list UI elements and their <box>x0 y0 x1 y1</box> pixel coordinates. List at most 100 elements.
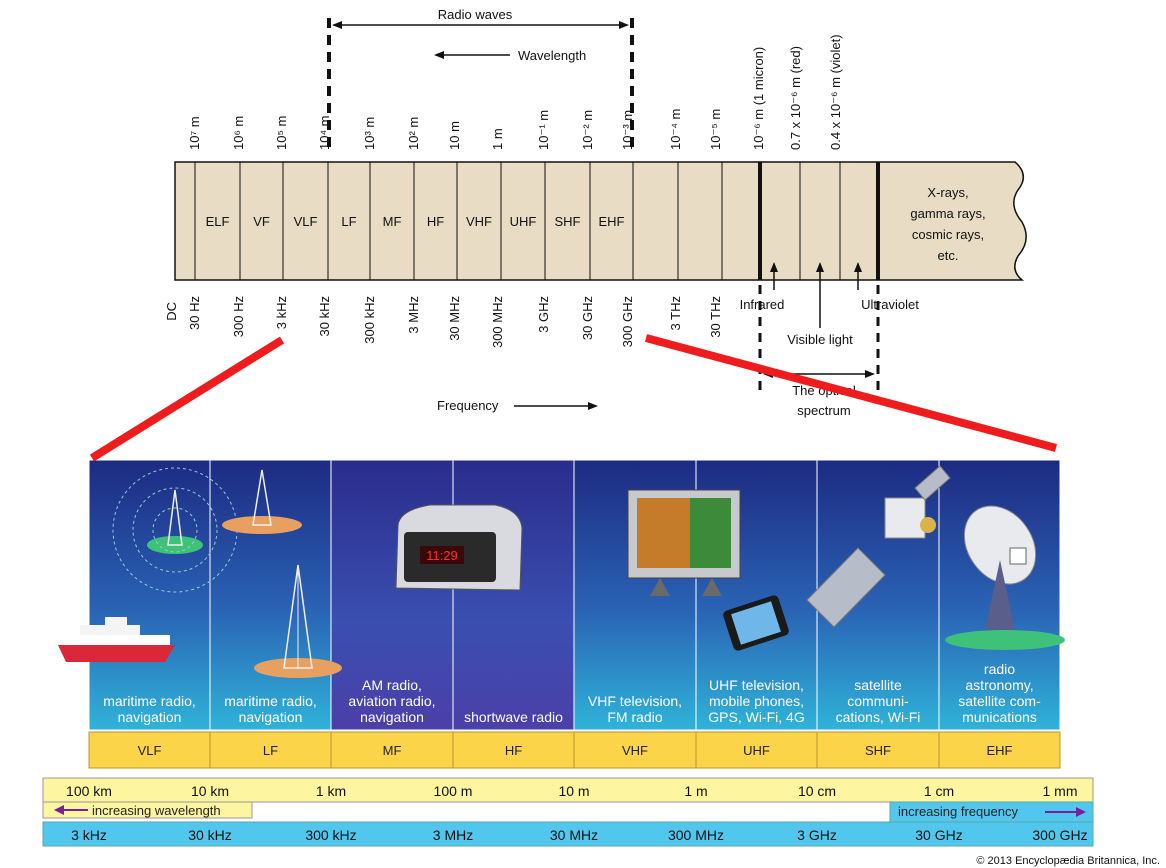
frequency-scale-label: 300 kHz <box>305 827 356 843</box>
optical-spectrum-line-2: spectrum <box>797 403 850 418</box>
band-label-hf: HF <box>427 214 444 229</box>
frequency-tick: 3 MHz <box>406 296 421 334</box>
wavelength-tick: 10⁷ m <box>187 116 202 150</box>
increasing-frequency-label: increasing frequency <box>898 804 1018 819</box>
connector-line-left <box>89 336 285 462</box>
radio-arrow-left-head <box>332 21 342 29</box>
wavelength-tick: 10⁻⁵ m <box>708 109 723 150</box>
wavelength-tick: 10⁻¹ m <box>536 110 551 150</box>
panel-caption: munications <box>962 709 1037 725</box>
panel-vlf <box>88 459 211 731</box>
xrays-line-3: cosmic rays, <box>912 227 984 242</box>
frequency-tick: 300 kHz <box>362 296 377 344</box>
wavelength-tick: 10⁻² m <box>580 110 595 150</box>
wavelength-scale-label: 1 mm <box>1043 783 1078 799</box>
radio-waves-label: Radio waves <box>438 7 513 22</box>
lf-tower-icon <box>222 469 342 678</box>
frequency-scale-label: 30 MHz <box>550 827 598 843</box>
wavelength-scale-label: 10 cm <box>798 783 836 799</box>
band-label-ehf: EHF <box>599 214 625 229</box>
xrays-line-1: X-rays, <box>927 185 968 200</box>
frequency-tick: 300 Hz <box>231 296 246 337</box>
wavelength-scale-label: 100 km <box>66 783 112 799</box>
frequency-tick: 30 MHz <box>447 296 462 341</box>
increasing-wavelength-label: increasing wavelength <box>92 803 221 818</box>
visible-pointer-head <box>816 262 824 272</box>
ship-icon <box>58 617 175 662</box>
band-label-uhf: UHF <box>510 214 537 229</box>
optical-arrow-right-head <box>865 370 875 378</box>
frequency-tick-labels: 30 Hz 300 Hz 3 kHz 30 kHz 300 kHz 3 MHz 30 MHz… <box>187 296 723 348</box>
wavelength-label: Wavelength <box>518 48 586 63</box>
wavelength-tick: 10² m <box>406 117 421 150</box>
connector-line-right <box>644 334 1058 452</box>
band-cell-hf <box>452 731 575 769</box>
copyright-notice: © 2013 Encyclopædia Britannica, Inc. <box>976 855 1160 867</box>
band-cell-label: SHF <box>865 743 891 758</box>
panel-caption: maritime radio, <box>103 693 196 709</box>
wavelength-scale-label: 100 m <box>434 783 473 799</box>
wavelength-tick: 10⁵ m <box>274 116 289 150</box>
frequency-tick: 3 GHz <box>536 296 551 333</box>
frequency-scale-label: 300 GHz <box>1032 827 1087 843</box>
panel-caption: VHF television, <box>588 693 682 709</box>
spectrum-bar <box>174 161 1027 281</box>
xrays-label: X-rays, gamma rays, cosmic rays, etc. <box>910 185 985 263</box>
wavelength-tick: 10⁻⁴ m <box>668 109 683 150</box>
panel-caption: shortwave radio <box>464 709 563 725</box>
wavelength-tick: 10 m <box>447 121 462 150</box>
band-label-vhf: VHF <box>466 214 492 229</box>
wavelength-scale-label: 1 km <box>316 783 346 799</box>
band-cell-label: VHF <box>622 743 648 758</box>
band-label-vf: VF <box>253 214 270 229</box>
panel-caption: radio <box>984 661 1015 677</box>
infrared-label: Infrared <box>740 297 785 312</box>
panel-caption: mobile phones, <box>709 693 804 709</box>
band-cell-ehf <box>938 731 1061 769</box>
panel-caption: cations, Wi-Fi <box>836 709 921 725</box>
panel-caption: GPS, Wi-Fi, 4G <box>708 709 804 725</box>
frequency-tick: 300 MHz <box>490 296 505 348</box>
wavelength-tick: 10⁴ m <box>317 116 332 151</box>
spectrum-overview-diagram: Radio waves Wavelength 10⁷ m 10⁶ m 10⁵ m 10… <box>164 7 1027 418</box>
band-dividers <box>194 162 841 280</box>
band-cell-vlf <box>88 731 211 769</box>
panel-caption: navigation <box>118 709 182 725</box>
frequency-scale-label: 30 GHz <box>915 827 962 843</box>
wavelength-tick: 10³ m <box>362 117 377 150</box>
visible-light-label: Visible light <box>787 332 853 347</box>
vlf-tower-icon <box>112 467 238 593</box>
wavelength-tick: 0.4 x 10⁻⁶ m (violet) <box>828 34 843 150</box>
increasing-frequency-arrow-head <box>1076 807 1086 817</box>
wavelength-scale-label: 1 cm <box>924 783 954 799</box>
band-label-elf: ELF <box>206 214 230 229</box>
frequency-tick: 30 Hz <box>187 296 202 330</box>
dc-label: DC <box>164 302 179 321</box>
frequency-tick: 30 THz <box>708 296 723 338</box>
wavelength-tick: 0.7 x 10⁻⁶ m (red) <box>788 46 803 150</box>
clock-display-text: 11:29 <box>426 548 458 563</box>
band-labels: ELF VF VLF LF MF HF VHF UHF SHF EHF <box>206 214 625 229</box>
wavelength-scale-label: 10 km <box>191 783 229 799</box>
frequency-scale-labels: 3 kHz 30 kHz 300 kHz 3 MHz 30 MHz 300 MHz 3 GH… <box>71 827 1088 843</box>
panel-caption: aviation radio, <box>348 693 435 709</box>
xrays-line-2: gamma rays, <box>910 206 985 221</box>
band-cell-label: EHF <box>987 743 1013 758</box>
ultraviolet-pointer-head <box>854 262 862 272</box>
frequency-scale-label: 3 kHz <box>71 827 107 843</box>
infrared-pointer-head <box>770 262 778 272</box>
wavelength-scale-bar <box>42 777 1094 803</box>
frequency-scale-label: 3 GHz <box>797 827 837 843</box>
wavelength-scale-label: 10 m <box>558 783 589 799</box>
frequency-tick: 30 GHz <box>580 296 595 340</box>
frequency-arrow-head <box>588 402 598 410</box>
band-cell-mf <box>330 731 454 769</box>
band-cell-label: LF <box>263 743 278 758</box>
increasing-wavelength-arrow-head <box>54 805 64 815</box>
panel-caption: communi- <box>847 693 909 709</box>
panel-caption: UHF television, <box>709 677 804 693</box>
band-cell-label: UHF <box>743 743 770 758</box>
panel-lf <box>209 459 332 731</box>
wavelength-tick: 10⁻⁶ m (1 micron) <box>751 47 766 150</box>
